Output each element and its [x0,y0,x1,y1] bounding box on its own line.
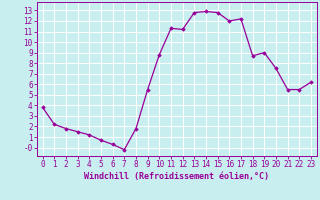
X-axis label: Windchill (Refroidissement éolien,°C): Windchill (Refroidissement éolien,°C) [84,172,269,181]
